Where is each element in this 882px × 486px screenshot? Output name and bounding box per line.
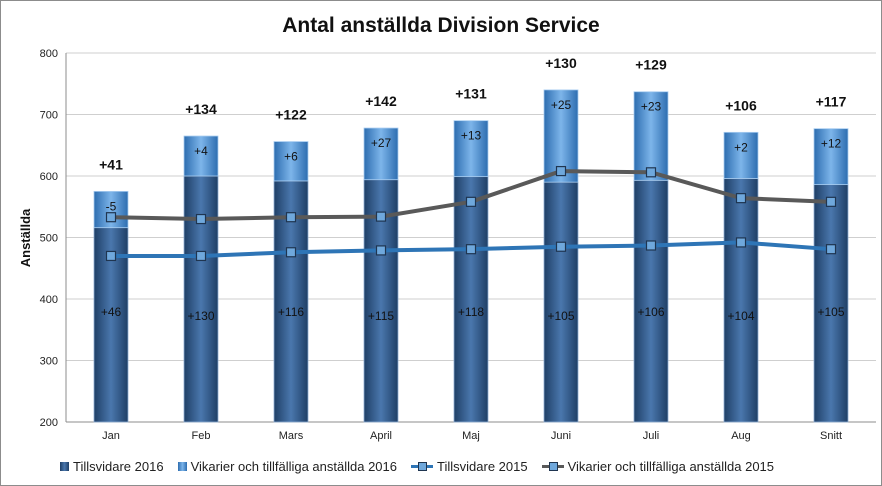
- data-label-base: +46: [101, 305, 122, 319]
- data-label-top: +25: [551, 98, 572, 112]
- point-tillsvidare-2015: [465, 244, 477, 255]
- bar-vikarier-2016: [363, 127, 399, 181]
- data-label-total: +131: [455, 86, 487, 102]
- legend-swatch: [411, 461, 434, 471]
- point-vikarier-2015: [465, 196, 477, 207]
- data-label-base: +105: [817, 305, 844, 319]
- data-label-total: +41: [99, 156, 123, 172]
- point-vikarier-2015: [285, 212, 297, 223]
- data-label-top: +13: [461, 129, 482, 143]
- bar-tillsvidare-2016: [633, 179, 669, 423]
- x-tick-label: Juli: [643, 430, 660, 442]
- legend-swatch: [60, 461, 69, 471]
- data-label-base: +116: [278, 305, 304, 319]
- data-label-top: +27: [371, 136, 392, 150]
- bar-tillsvidare-2016: [453, 176, 489, 423]
- y-tick-label: 500: [40, 233, 58, 245]
- y-axis-label: Anställda: [18, 208, 33, 267]
- point-vikarier-2015: [735, 193, 747, 204]
- x-tick-label: Snitt: [820, 430, 842, 442]
- point-tillsvidare-2015: [555, 241, 567, 252]
- data-label-total: +122: [275, 107, 307, 123]
- bar-tillsvidare-2016: [723, 178, 759, 423]
- data-label-total: +134: [185, 101, 217, 117]
- point-vikarier-2015: [555, 165, 567, 177]
- bar-vikarier-2016: [723, 131, 759, 179]
- legend-swatch: [177, 461, 187, 471]
- data-label-total: +142: [365, 93, 397, 109]
- bar-vikarier-2016: [633, 91, 669, 181]
- point-tillsvidare-2015: [195, 250, 207, 262]
- legend-item-tillsvidare-2015: Tillsvidare 2015: [411, 459, 528, 474]
- point-vikarier-2015: [645, 167, 657, 178]
- legend-item-vikarier-2016: Vikarier och tillfälliga anställda 2016: [177, 458, 398, 474]
- point-tillsvidare-2015: [645, 240, 657, 251]
- data-label-top: +4: [194, 144, 208, 158]
- data-label-base: +115: [368, 309, 394, 323]
- data-label-total: +117: [816, 94, 847, 110]
- data-label-top: +23: [641, 100, 662, 114]
- bar-vikarier-2016: [183, 135, 219, 177]
- data-label-top: +12: [821, 137, 842, 151]
- data-label-base: +118: [458, 305, 484, 319]
- data-label-top: +2: [734, 140, 748, 154]
- data-label-base: +130: [187, 309, 214, 323]
- legend-label: Tillsvidare 2016: [73, 458, 164, 474]
- data-label-base: +104: [727, 309, 754, 323]
- point-tillsvidare-2015: [375, 245, 387, 256]
- legend-item-tillsvidare-2016: Tillsvidare 2016: [60, 459, 164, 474]
- x-tick-label: April: [370, 430, 392, 442]
- legend-swatch: [541, 461, 564, 471]
- point-vikarier-2015: [195, 213, 207, 225]
- y-tick-label: 200: [40, 417, 58, 429]
- bar-tillsvidare-2016: [813, 184, 849, 423]
- data-label-total: +106: [725, 97, 757, 113]
- bar-vikarier-2016: [813, 128, 849, 186]
- bar-tillsvidare-2016: [183, 175, 219, 423]
- x-tick-label: Aug: [731, 430, 751, 442]
- legend-label: Tillsvidare 2015: [437, 458, 528, 474]
- data-label-top: +6: [284, 150, 298, 164]
- plot-area: 200 300 400 500 600 700 800 Jan Feb Mars April Maj J…: [40, 48, 876, 442]
- bar-tillsvidare-2016: [543, 181, 579, 423]
- data-label-top: -5: [106, 199, 117, 213]
- data-label-base: +105: [547, 309, 574, 323]
- point-vikarier-2015: [825, 196, 837, 207]
- legend-label: Vikarier och tillfälliga anställda 2015: [567, 458, 775, 474]
- y-tick-label: 600: [40, 171, 58, 183]
- x-tick-label: Mars: [279, 430, 304, 442]
- x-tick-label: Feb: [192, 430, 211, 442]
- x-tick-label: Juni: [551, 430, 571, 442]
- legend-item-vikarier-2015: Vikarier och tillfälliga anställda 2015: [541, 458, 775, 474]
- legend-label: Vikarier och tillfälliga anställda 2016: [190, 458, 398, 474]
- y-tick-label: 700: [40, 110, 58, 122]
- y-tick-label: 300: [40, 356, 58, 368]
- data-label-total: +130: [545, 55, 577, 71]
- data-label-base: +106: [637, 305, 664, 319]
- point-vikarier-2015: [105, 212, 117, 223]
- point-tillsvidare-2015: [825, 244, 837, 255]
- bar-vikarier-2016: [453, 120, 489, 178]
- point-tillsvidare-2015: [105, 250, 117, 262]
- y-tick-label: 400: [40, 294, 58, 306]
- bar-vikarier-2016: [273, 141, 309, 182]
- x-tick-label: Jan: [102, 430, 120, 442]
- data-label-total: +129: [635, 57, 667, 73]
- chart-title: Antal anställda Division Service: [282, 14, 599, 37]
- point-tillsvidare-2015: [285, 247, 297, 258]
- x-tick-label: Maj: [462, 430, 480, 442]
- y-tick-label: 800: [40, 48, 58, 60]
- legend: Tillsvidare 2016 Vikarier och tillfällig…: [60, 456, 774, 476]
- point-vikarier-2015: [375, 211, 387, 222]
- point-tillsvidare-2015: [735, 237, 747, 248]
